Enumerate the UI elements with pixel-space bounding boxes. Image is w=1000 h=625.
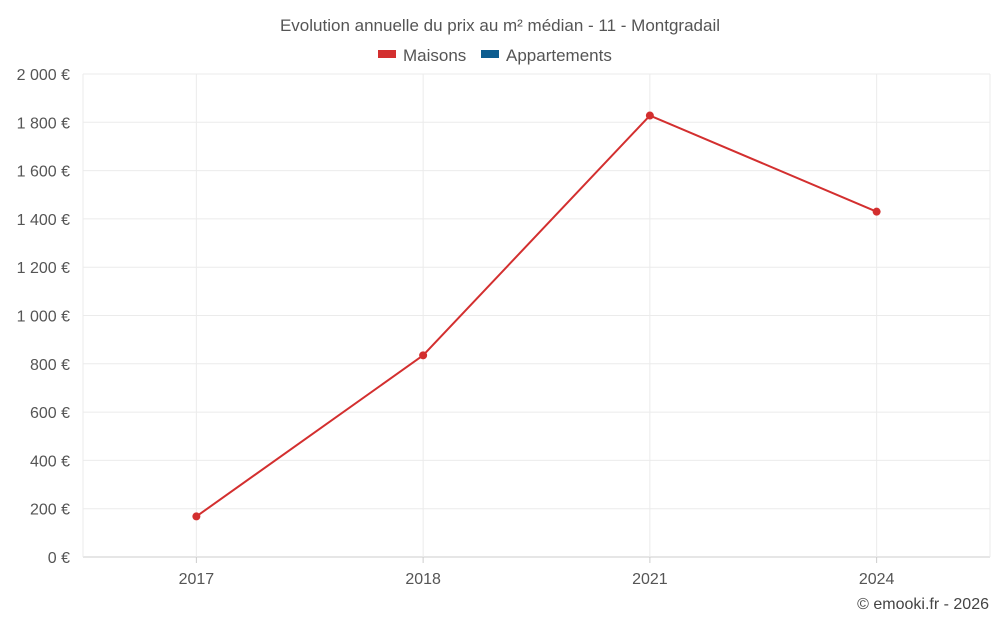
y-tick-label: 600 € — [30, 405, 70, 422]
y-tick-label: 0 € — [48, 550, 70, 567]
data-point[interactable] — [872, 207, 881, 216]
data-point[interactable] — [192, 512, 201, 521]
y-tick-label: 400 € — [30, 453, 70, 470]
grid-lines — [82, 73, 991, 558]
data-point[interactable] — [645, 111, 654, 120]
chart-title: Evolution annuelle du prix au m² médian … — [280, 16, 720, 35]
legend-swatch-maisons — [378, 50, 396, 58]
x-axis-ticks: 2017 2018 2021 2024 — [179, 557, 895, 588]
y-tick-label: 1 000 € — [17, 309, 70, 326]
y-tick-label: 1 400 € — [17, 212, 70, 229]
x-tick-label: 2024 — [859, 571, 895, 588]
legend-swatch-appartements — [481, 50, 499, 58]
series-layer — [192, 111, 881, 521]
x-tick-label: 2021 — [632, 571, 668, 588]
x-tick-label: 2017 — [179, 571, 215, 588]
y-tick-label: 2 000 € — [17, 67, 70, 84]
y-tick-label: 1 200 € — [17, 260, 70, 277]
y-axis-ticks: 0 € 200 € 400 € 600 € 800 € 1 000 € 1 200 € 1 4… — [17, 67, 70, 567]
chart-legend: Maisons Appartements — [378, 46, 612, 65]
y-tick-label: 800 € — [30, 357, 70, 374]
y-tick-label: 1 600 € — [17, 164, 70, 181]
credit-text: © emooki.fr - 2026 — [857, 596, 989, 613]
x-tick-label: 2018 — [405, 571, 441, 588]
y-tick-label: 1 800 € — [17, 115, 70, 132]
legend-label-appartements[interactable]: Appartements — [506, 46, 612, 65]
series-line-maisons — [195, 114, 878, 518]
legend-label-maisons[interactable]: Maisons — [403, 46, 466, 65]
data-point[interactable] — [419, 351, 428, 360]
y-tick-label: 200 € — [30, 502, 70, 519]
